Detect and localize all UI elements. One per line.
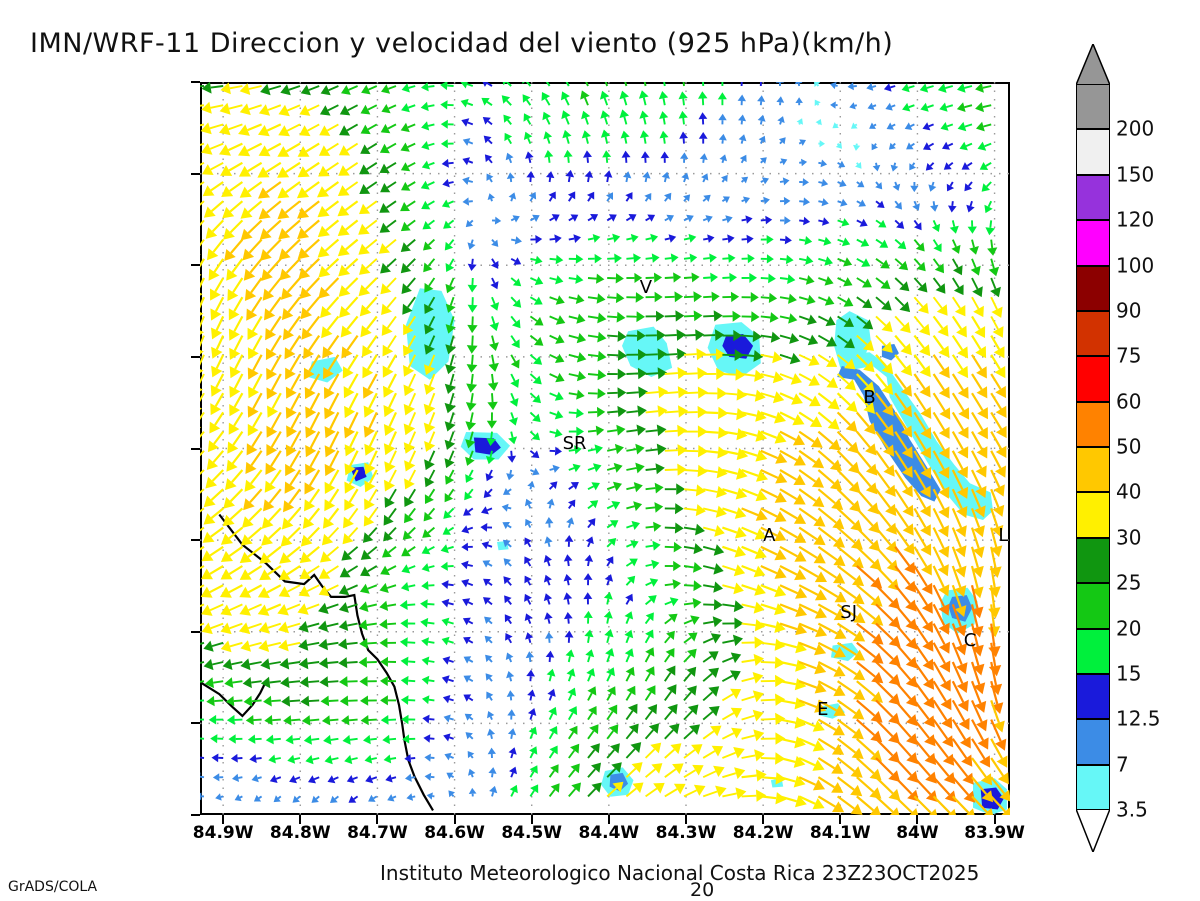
xtick-label: 84.2W <box>733 823 794 843</box>
colorbar-tick-label: 50 <box>1116 435 1141 459</box>
ytick-mark <box>191 81 200 83</box>
xtick-label: 84.3W <box>656 823 717 843</box>
colorbar-top-arrow-icon <box>1076 44 1110 85</box>
colorbar-tick-label: 150 <box>1116 162 1154 186</box>
grads-credit: GrADS/COLA <box>8 879 97 895</box>
ytick-mark <box>191 814 200 816</box>
colorbar-segment <box>1076 402 1110 447</box>
xtick-label: 83.9W <box>964 823 1025 843</box>
colorbar-tick-label: 3.5 <box>1116 798 1148 822</box>
footer-institution: Instituto Meteorologico Nacional Costa R… <box>380 861 979 885</box>
xtick-mark <box>994 815 996 824</box>
map-plot-area[interactable]: 10.5N10.4N10.3N10.2N10.1N10N9.9N9.8N9.7N… <box>200 82 1010 815</box>
colorbar-tick-label: 15 <box>1116 661 1141 685</box>
colorbar-tick-label: 75 <box>1116 344 1141 368</box>
colorbar-tick-label: 90 <box>1116 298 1141 322</box>
map-label-sr: SR <box>563 433 587 454</box>
ytick-mark <box>191 539 200 541</box>
xtick-label: 84.1W <box>810 823 871 843</box>
xtick-label: 84.5W <box>501 823 562 843</box>
page-title: IMN/WRF-11 Direccion y velocidad del vie… <box>30 28 893 59</box>
colorbar-segment <box>1076 674 1110 719</box>
colorbar-segment <box>1076 356 1110 401</box>
shaded-speed-regions <box>308 288 1007 815</box>
map-label-c: C <box>964 630 977 651</box>
colorbar-tick-label: 7 <box>1116 752 1129 776</box>
xtick-mark <box>222 815 224 824</box>
xtick-mark <box>376 815 378 824</box>
ytick-mark <box>191 448 200 450</box>
colorbar-tick-label: 40 <box>1116 480 1141 504</box>
colorbar-segment <box>1076 175 1110 220</box>
xtick-mark <box>531 815 533 824</box>
colorbar-segment <box>1076 220 1110 265</box>
xtick-label: 84W <box>896 823 938 843</box>
map-label-sj: SJ <box>840 602 857 623</box>
xtick-label: 84.9W <box>193 823 254 843</box>
colorbar-segment <box>1076 447 1110 492</box>
colorbar-segment <box>1076 266 1110 311</box>
map-label-b: B <box>863 387 875 408</box>
xtick-mark <box>762 815 764 824</box>
map-label-l: L <box>998 525 1008 546</box>
colorbar-segment <box>1076 129 1110 174</box>
map-label-e: E <box>817 699 828 720</box>
ytick-mark <box>191 264 200 266</box>
colorbar-tick-label: 20 <box>1116 616 1141 640</box>
colorbar-tick-label: 25 <box>1116 571 1141 595</box>
xtick-mark <box>916 815 918 824</box>
colorbar-tick-label: 12.5 <box>1116 707 1161 731</box>
wind-arrows <box>200 82 1010 815</box>
xtick-mark <box>839 815 841 824</box>
wind-vector-field <box>200 82 1010 815</box>
colorbar-segment <box>1076 719 1110 764</box>
colorbar-segment <box>1076 311 1110 356</box>
xtick-mark <box>299 815 301 824</box>
xtick-label: 84.6W <box>424 823 485 843</box>
footer-forecast-hour: 20 <box>690 879 714 901</box>
colorbar-segment <box>1076 538 1110 583</box>
colorbar-bottom-arrow-icon <box>1076 809 1110 852</box>
colorbar-tick-label: 200 <box>1116 117 1154 141</box>
colorbar-segment <box>1076 492 1110 537</box>
xtick-label: 84.4W <box>578 823 639 843</box>
colorbar-tick-label: 120 <box>1116 208 1154 232</box>
map-label-a: A <box>763 525 775 546</box>
ytick-mark <box>191 173 200 175</box>
xtick-mark <box>685 815 687 824</box>
ytick-mark <box>191 722 200 724</box>
colorbar-segment <box>1076 84 1110 129</box>
xtick-label: 84.8W <box>270 823 331 843</box>
colorbar-segment <box>1076 583 1110 628</box>
xtick-mark <box>608 815 610 824</box>
colorbar-tick-label: 30 <box>1116 525 1141 549</box>
colorbar-segment <box>1076 629 1110 674</box>
colorbar-tick-label: 100 <box>1116 253 1154 277</box>
xtick-label: 84.7W <box>347 823 408 843</box>
xtick-mark <box>454 815 456 824</box>
ytick-mark <box>191 631 200 633</box>
map-label-v: V <box>640 277 652 298</box>
ytick-mark <box>191 356 200 358</box>
colorbar-tick-label: 60 <box>1116 389 1141 413</box>
colorbar-segment <box>1076 765 1110 810</box>
